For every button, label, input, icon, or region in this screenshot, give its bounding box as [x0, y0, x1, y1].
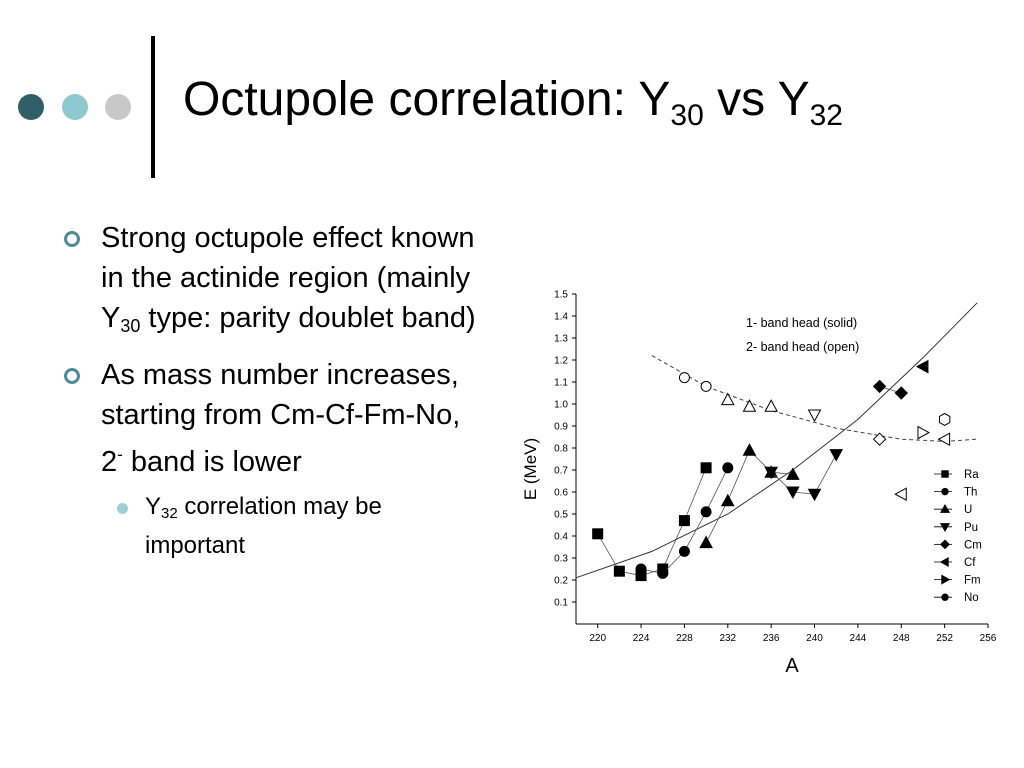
legend-label-no: No [964, 592, 979, 604]
data-point-cm [872, 379, 887, 394]
data-point-th [700, 506, 712, 518]
legend-marker-th [941, 487, 949, 496]
data-point-pu [785, 486, 800, 500]
x-tick-label: 232 [719, 633, 736, 644]
y-tick-label: 0.4 [554, 532, 568, 543]
data-point-ra [613, 565, 625, 577]
series-line-u [705, 449, 793, 543]
data-point-th [678, 545, 690, 557]
data-point-th [635, 563, 647, 575]
data-point-cm [894, 386, 908, 400]
x-tick-label: 224 [633, 633, 650, 644]
sub-bullet-dot-icon [117, 503, 128, 514]
y-tick-label: 0.1 [554, 598, 568, 609]
y-tick-label: 0.8 [554, 444, 568, 455]
data-point-u [785, 467, 800, 480]
x-tick-label: 236 [763, 633, 780, 644]
open-data-point [764, 399, 779, 412]
energy-vs-mass-chart: 220 224 228 232 236 240 244 248 252 256 0.1 0.2 0.3 0… [521, 290, 997, 678]
x-tick-label: 252 [936, 633, 953, 644]
open-data-point [937, 432, 951, 447]
y-tick-label: 0.7 [554, 466, 568, 477]
legend-marker-cm [940, 539, 950, 550]
data-point-th [722, 462, 734, 474]
data-point-ra [592, 528, 604, 540]
x-tick-label: 220 [589, 633, 606, 644]
title-divider [151, 36, 155, 178]
open-data-point [872, 432, 887, 446]
y-tick-label: 0.6 [554, 488, 568, 499]
data-point-ra [700, 462, 712, 474]
legend-marker-cf [939, 556, 949, 568]
legend-label-pu: Pu [964, 522, 978, 534]
series-line-pu [770, 454, 837, 495]
legend-marker-fm [941, 574, 951, 585]
data-point-ra [678, 515, 690, 527]
bullet-ring-icon [64, 231, 80, 247]
annotation-1minus: 1- band head (solid) [746, 316, 857, 330]
bullet-mass-number: As mass number increases, starting from … [64, 355, 484, 482]
data-point-pu [807, 488, 822, 502]
dot-grey [105, 94, 131, 120]
data-point-th [657, 567, 669, 579]
series-line-ra [597, 467, 707, 577]
data-point-pu [829, 449, 844, 462]
open-data-point [807, 409, 822, 423]
x-axis-label: A [785, 655, 799, 677]
dot-teal [62, 94, 88, 120]
legend-label-cm: Cm [964, 539, 982, 551]
sub-bullet-y32: Y32 correlation may be important [64, 491, 484, 562]
open-data-point [917, 425, 930, 440]
slide-title: Octupole correlation: Y30 vs Y32 [183, 73, 843, 132]
y-tick-label: 1.0 [554, 400, 568, 411]
y-tick-label: 0.3 [554, 554, 568, 565]
data-point-pu [764, 466, 779, 480]
y-tick-label: 1.3 [554, 334, 568, 345]
legend-label-u: U [964, 504, 972, 516]
open-data-point [678, 372, 690, 384]
legend-label-th: Th [964, 487, 977, 499]
x-tick-label: 240 [806, 633, 823, 644]
y-tick-label: 1.5 [554, 290, 568, 301]
open-data-point [700, 380, 712, 392]
data-point-cf [915, 359, 929, 374]
open-data-point [938, 412, 951, 426]
open-data-point [720, 392, 735, 406]
y-tick-label: 1.4 [554, 312, 568, 323]
legend-marker-pu [939, 523, 951, 533]
y-tick-label: 1.1 [554, 378, 568, 389]
x-tick-label: 228 [676, 633, 693, 644]
dot-dark [18, 94, 44, 120]
legend-marker-u [939, 503, 951, 513]
y-tick-label: 0.9 [554, 422, 568, 433]
data-point-u [742, 443, 757, 456]
data-point-u [720, 493, 735, 507]
y-tick-label: 1.2 [554, 356, 568, 367]
x-tick-label: 248 [893, 633, 910, 644]
legend-label-ra: Ra [964, 469, 979, 481]
legend-marker-ra [941, 470, 949, 478]
open-data-point [742, 399, 757, 412]
x-tick-label: 256 [980, 633, 997, 644]
bullet-list: Strong octupole effect known in the acti… [64, 218, 484, 562]
bullet-octupole-effect: Strong octupole effect known in the acti… [64, 218, 484, 346]
legend-label-fm: Fm [964, 575, 981, 587]
y-tick-label: 0.5 [554, 510, 568, 521]
data-point-u [699, 535, 713, 549]
legend-label-cf: Cf [964, 557, 976, 569]
x-tick-label: 244 [850, 633, 867, 644]
y-axis-label: E (MeV) [521, 438, 540, 500]
y-tick-label: 0.2 [554, 576, 568, 587]
legend-marker-no [941, 593, 949, 601]
bullet-ring-icon [64, 368, 80, 384]
open-data-point [894, 487, 907, 502]
annotation-2minus: 2- band head (open) [746, 340, 859, 354]
